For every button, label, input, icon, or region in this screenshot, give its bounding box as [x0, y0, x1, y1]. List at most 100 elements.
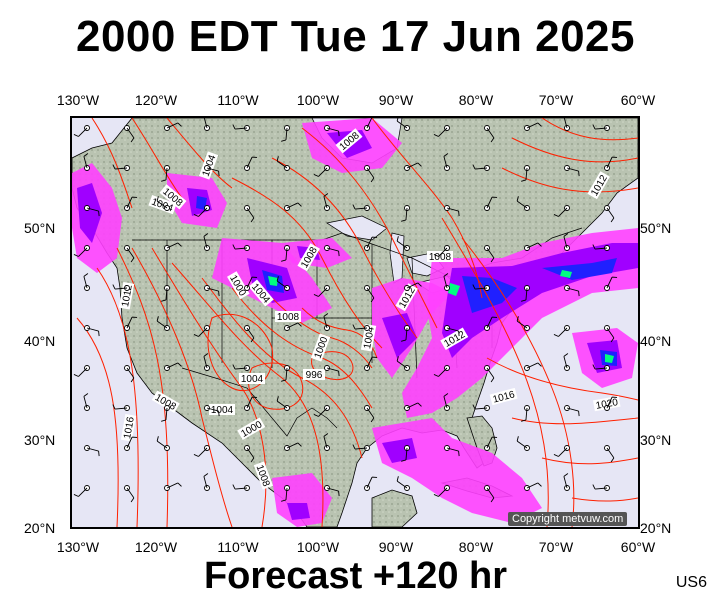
- wind-barb: [563, 476, 568, 489]
- wind-barb: [286, 322, 299, 329]
- wind-barb-feather: [592, 124, 596, 130]
- isobar-label: 1004: [241, 374, 264, 385]
- wind-barb-feather: [250, 217, 255, 223]
- wind-barb-feather: [323, 433, 329, 437]
- wind-barb: [198, 447, 208, 457]
- wind-barb-feather: [521, 299, 527, 302]
- wind-barb: [126, 316, 133, 329]
- wind-barb: [165, 407, 168, 420]
- lon-label-top: 110°W: [217, 92, 259, 108]
- wind-barb-feather: [537, 242, 542, 247]
- wind-barb-feather: [433, 134, 439, 137]
- wind-barb: [366, 407, 375, 419]
- lat-label-left: 50°N: [24, 220, 56, 236]
- wind-barb-feather: [281, 139, 287, 142]
- wind-barb-feather: [521, 179, 527, 182]
- wind-barb-feather: [112, 284, 116, 290]
- wind-barb: [606, 447, 615, 459]
- wind-barb-feather: [443, 153, 449, 157]
- wind-barb: [595, 367, 608, 370]
- wind-barb-feather: [250, 337, 255, 343]
- wind-barb: [406, 282, 419, 289]
- wind-barb: [323, 436, 328, 449]
- wind-barb: [606, 327, 615, 339]
- wind-barb-feather: [578, 411, 580, 417]
- wind-barb-feather: [553, 454, 559, 457]
- wind-barb-feather: [338, 491, 340, 497]
- wind-barb-feather: [276, 156, 279, 162]
- wind-barb: [475, 287, 488, 290]
- wind-barb: [78, 367, 88, 377]
- wind-barb: [246, 327, 255, 339]
- wind-barb-feather: [610, 457, 615, 463]
- wind-barb-feather: [537, 122, 542, 127]
- wind-barb: [83, 396, 88, 409]
- lon-label-bottom: 90°W: [378, 539, 414, 555]
- wind-barb: [318, 167, 328, 177]
- wind-barb-feather: [218, 171, 220, 177]
- wind-barb: [235, 127, 248, 130]
- wind-barb: [326, 247, 339, 252]
- wind-barb-feather: [177, 122, 182, 127]
- wind-barb: [563, 356, 568, 369]
- wind-barb: [166, 242, 179, 249]
- wind-barb-feather: [370, 297, 375, 303]
- wind-barb-feather: [203, 233, 209, 237]
- wind-barb-feather: [297, 322, 302, 327]
- weather-map: 1004 1008 1004 1008 1012 1000 1004 1008 …: [70, 116, 640, 529]
- wind-barb-feather: [578, 171, 580, 177]
- wind-barb-feather: [177, 242, 182, 247]
- wind-barb: [438, 367, 448, 377]
- wind-barb-feather: [313, 174, 319, 177]
- wind-barb: [156, 320, 168, 329]
- wind-barb-feather: [193, 454, 199, 457]
- wind-barb: [78, 247, 88, 257]
- wind-barb: [366, 476, 373, 489]
- wind-barb: [563, 118, 568, 129]
- wind-barb-feather: [352, 324, 356, 330]
- wind-barb: [83, 276, 88, 289]
- isobar-label: 1008: [429, 252, 452, 263]
- wind-barb: [516, 200, 528, 209]
- wind-barb-feather: [433, 494, 439, 497]
- lon-label-bottom: 110°W: [217, 539, 259, 555]
- wind-barb-feather: [112, 164, 116, 170]
- lat-label-left: 20°N: [24, 520, 56, 536]
- wind-barb: [276, 160, 288, 169]
- wind-barb: [126, 196, 133, 209]
- wind-barb-feather: [156, 436, 159, 442]
- wind-barb: [326, 487, 339, 492]
- wind-barb-feather: [458, 211, 460, 217]
- wind-barb-feather: [98, 331, 100, 337]
- wind-barb-feather: [218, 291, 220, 297]
- wind-barb-feather: [490, 257, 495, 263]
- wind-barb: [406, 402, 419, 409]
- lon-label-bottom: 120°W: [134, 539, 178, 555]
- isobar-label: 1008: [277, 312, 300, 323]
- wind-barb: [203, 236, 208, 249]
- wind-barb: [166, 362, 179, 369]
- wind-barb-feather: [401, 219, 407, 222]
- wind-barb: [126, 127, 135, 139]
- isobar-label: 1012: [120, 284, 135, 308]
- wind-barb: [438, 487, 448, 497]
- map-title: 2000 EDT Tue 17 Jun 2025: [75, 12, 635, 61]
- wind-barb: [486, 367, 495, 379]
- wind-barb: [563, 236, 568, 249]
- wind-barb-feather: [250, 457, 255, 463]
- wind-barb-feather: [563, 353, 569, 357]
- wind-barb: [286, 442, 299, 449]
- wind-barb-feather: [73, 254, 79, 257]
- wind-barb-feather: [98, 211, 100, 217]
- wind-barb-feather: [472, 164, 476, 170]
- wind-barb: [235, 367, 248, 370]
- wind-barb: [486, 196, 493, 209]
- wind-barb: [446, 207, 459, 212]
- wind-barb: [606, 207, 615, 219]
- wind-barb-feather: [352, 444, 356, 450]
- wind-barb: [285, 367, 288, 380]
- wind-barb: [126, 367, 135, 379]
- wind-barb: [115, 407, 128, 410]
- land-yucatan: [371, 489, 418, 527]
- wind-barb: [166, 122, 179, 129]
